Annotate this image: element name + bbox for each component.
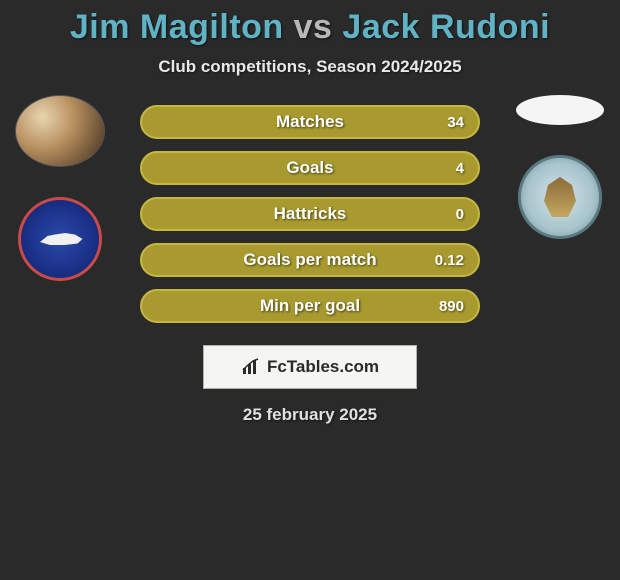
stat-right-value: 0 [456, 206, 464, 223]
stats-list: Matches 34 Goals 4 Hattricks 0 Goals per… [140, 105, 480, 323]
stat-label: Hattricks [142, 204, 478, 224]
stat-row-min-per-goal: Min per goal 890 [140, 289, 480, 323]
vs-label: vs [294, 8, 333, 46]
stat-right-value: 0.12 [435, 252, 464, 269]
stat-label: Goals [142, 158, 478, 178]
player2-column [510, 95, 610, 239]
stat-label: Matches [142, 112, 478, 132]
date-label: 25 february 2025 [0, 405, 620, 425]
stat-right-value: 4 [456, 160, 464, 177]
stat-right-value: 34 [447, 114, 464, 131]
player1-column [10, 95, 110, 281]
player2-avatar [516, 95, 604, 125]
page-title: Jim Magilton vs Jack Rudoni [0, 8, 620, 47]
player1-avatar [15, 95, 105, 167]
brand-box[interactable]: FcTables.com [203, 345, 417, 389]
player1-name: Jim Magilton [70, 8, 284, 46]
subtitle: Club competitions, Season 2024/2025 [0, 57, 620, 77]
chart-icon [241, 358, 263, 376]
player1-club-badge [18, 197, 102, 281]
main-panel: Matches 34 Goals 4 Hattricks 0 Goals per… [0, 105, 620, 425]
stat-row-goals-per-match: Goals per match 0.12 [140, 243, 480, 277]
player2-club-badge [518, 155, 602, 239]
stat-label: Goals per match [142, 250, 478, 270]
stat-row-goals: Goals 4 [140, 151, 480, 185]
stat-label: Min per goal [142, 296, 478, 316]
player2-name: Jack Rudoni [342, 8, 550, 46]
comparison-card: Jim Magilton vs Jack Rudoni Club competi… [0, 0, 620, 425]
stat-row-matches: Matches 34 [140, 105, 480, 139]
brand-text: FcTables.com [267, 357, 379, 377]
stat-row-hattricks: Hattricks 0 [140, 197, 480, 231]
stat-right-value: 890 [439, 298, 464, 315]
